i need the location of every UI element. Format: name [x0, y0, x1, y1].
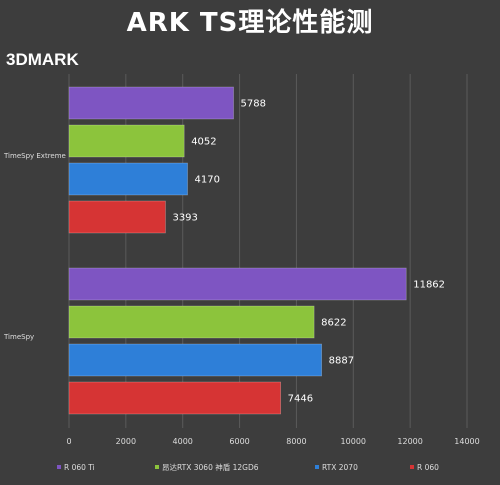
x-tick-label: 14000	[454, 437, 479, 446]
legend-label: RTX 2070	[322, 463, 358, 472]
data-label: 11862	[413, 280, 445, 291]
legend-swatch	[57, 465, 61, 469]
bar	[68, 343, 322, 377]
bar	[68, 124, 185, 158]
data-label: 8622	[321, 318, 346, 329]
data-label: 3393	[172, 213, 197, 224]
bar	[68, 86, 234, 120]
category-label: TimeSpy Extreme	[3, 152, 66, 160]
brand-label: 3DMARK	[6, 50, 79, 69]
x-tick-label: 2000	[116, 437, 136, 446]
legend-swatch	[155, 465, 159, 469]
data-label: 4170	[195, 175, 220, 186]
legend-swatch	[410, 465, 414, 469]
data-label: 7446	[288, 394, 313, 405]
legend-label: 昂达RTX 3060 神盾 12GD6	[162, 462, 259, 472]
data-label: 8887	[329, 356, 354, 367]
x-tick-label: 0	[66, 437, 71, 446]
x-tick-label: 10000	[341, 437, 366, 446]
x-tick-label: 4000	[173, 437, 193, 446]
bar	[68, 381, 281, 415]
category-label: TimeSpy	[3, 333, 34, 341]
legend-swatch	[315, 465, 319, 469]
bar	[68, 162, 188, 196]
x-tick-label: 8000	[286, 437, 306, 446]
x-tick-label: 6000	[229, 437, 249, 446]
bar	[68, 200, 166, 234]
x-tick-label: 12000	[397, 437, 422, 446]
legend-label: R 060 Ti	[64, 463, 95, 472]
data-label: 5788	[241, 99, 266, 110]
data-label: 4052	[191, 137, 216, 148]
bar	[68, 305, 315, 339]
bar	[68, 267, 407, 301]
chart-title: ARK TS理论性能测	[126, 8, 374, 38]
legend-label: R 060	[417, 463, 439, 472]
